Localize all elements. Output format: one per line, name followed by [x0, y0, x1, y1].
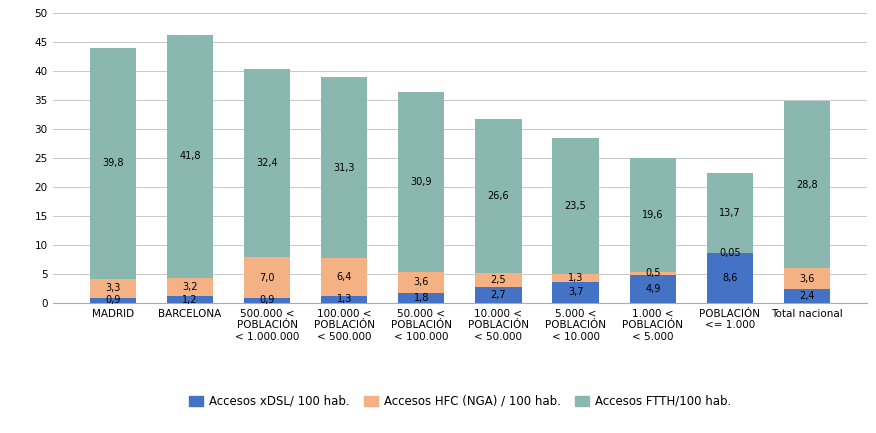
Bar: [630, 272, 676, 275]
Bar: [399, 293, 444, 303]
Text: 0,9: 0,9: [105, 295, 120, 306]
Text: 8,6: 8,6: [722, 273, 738, 283]
Text: 3,7: 3,7: [568, 288, 583, 297]
Text: 23,5: 23,5: [565, 201, 587, 211]
Bar: [553, 138, 599, 274]
Bar: [476, 273, 521, 288]
Text: 0,9: 0,9: [259, 295, 275, 306]
Text: 30,9: 30,9: [411, 177, 432, 187]
Text: 3,3: 3,3: [105, 283, 120, 293]
Bar: [476, 288, 521, 303]
Text: 31,3: 31,3: [334, 163, 355, 173]
Text: 2,4: 2,4: [799, 291, 815, 301]
Bar: [784, 289, 830, 303]
Bar: [244, 69, 290, 257]
Text: 3,6: 3,6: [413, 277, 429, 287]
Bar: [89, 48, 136, 279]
Text: 1,8: 1,8: [413, 293, 429, 303]
Text: 3,6: 3,6: [800, 274, 815, 284]
Text: 7,0: 7,0: [259, 272, 275, 283]
Legend: Accesos xDSL/ 100 hab., Accesos HFC (NGA) / 100 hab., Accesos FTTH/100 hab.: Accesos xDSL/ 100 hab., Accesos HFC (NGA…: [184, 390, 736, 413]
Bar: [630, 158, 676, 272]
Text: 0,05: 0,05: [719, 248, 741, 258]
Bar: [89, 279, 136, 298]
Bar: [476, 119, 521, 273]
Bar: [89, 298, 136, 303]
Text: 4,9: 4,9: [645, 284, 661, 294]
Bar: [321, 77, 367, 259]
Text: 2,5: 2,5: [491, 275, 506, 285]
Bar: [784, 101, 830, 268]
Text: 41,8: 41,8: [179, 151, 201, 162]
Bar: [321, 296, 367, 303]
Text: 1,3: 1,3: [568, 273, 583, 283]
Bar: [166, 278, 213, 296]
Bar: [321, 259, 367, 296]
Bar: [784, 268, 830, 289]
Text: 13,7: 13,7: [719, 208, 741, 218]
Text: 39,8: 39,8: [102, 158, 124, 168]
Text: 1,3: 1,3: [336, 294, 352, 304]
Bar: [244, 257, 290, 298]
Text: 0,5: 0,5: [645, 268, 661, 278]
Bar: [553, 281, 599, 303]
Bar: [553, 274, 599, 281]
Bar: [166, 35, 213, 278]
Text: 19,6: 19,6: [642, 210, 663, 220]
Bar: [707, 174, 753, 253]
Bar: [630, 275, 676, 303]
Bar: [707, 253, 753, 303]
Text: 28,8: 28,8: [796, 180, 818, 190]
Bar: [399, 93, 444, 272]
Bar: [399, 272, 444, 293]
Text: 3,2: 3,2: [182, 282, 198, 292]
Text: 1,2: 1,2: [182, 294, 198, 305]
Text: 26,6: 26,6: [488, 191, 509, 201]
Text: 2,7: 2,7: [491, 290, 506, 300]
Bar: [244, 298, 290, 303]
Text: 32,4: 32,4: [256, 158, 278, 168]
Bar: [166, 296, 213, 303]
Text: 6,4: 6,4: [336, 272, 352, 282]
